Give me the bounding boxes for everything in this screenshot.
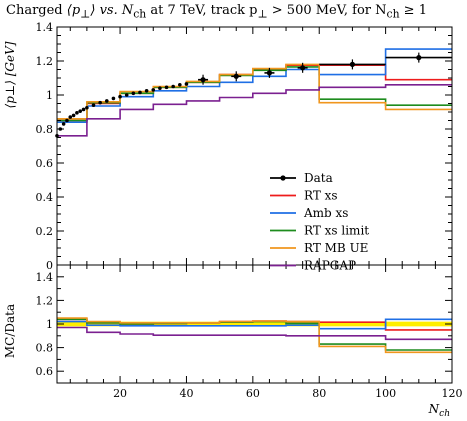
title-part: ⊥ — [257, 7, 268, 21]
data-point — [118, 94, 122, 99]
data-point — [75, 111, 79, 115]
data-point — [200, 77, 206, 83]
data-point — [233, 73, 239, 79]
chart-title: Charged ⟨p⊥⟩ vs. Nch at 7 TeV, track p⊥ … — [6, 3, 466, 21]
data-point — [124, 93, 129, 97]
x-tick-label: 60 — [246, 387, 260, 400]
legend-label: RT xs — [304, 189, 338, 203]
ratio-y-tick-label: 1.4 — [36, 271, 54, 284]
y-tick-label: 0.8 — [36, 123, 54, 136]
x-tick-label: 20 — [113, 387, 127, 400]
x-axis-label-sub: ch — [439, 409, 450, 419]
data-point — [158, 86, 162, 90]
ratio-y-axis-label: MC/Data — [3, 304, 17, 358]
ratio-line-amb-xs — [57, 318, 452, 330]
legend-label: RT xs limit — [304, 224, 369, 238]
main-panel-frame — [56, 26, 453, 266]
legend-label: RT MB UE — [304, 241, 368, 255]
data-point — [68, 115, 73, 119]
title-part: ⟨p — [66, 3, 81, 18]
title-part: > 500 MeV, for N — [267, 3, 387, 18]
x-tick-label: 100 — [375, 387, 396, 400]
x-tick-label: 40 — [179, 387, 193, 400]
title-part: ch — [386, 7, 400, 21]
data-point — [144, 88, 149, 93]
data-point — [151, 88, 156, 92]
y-axis-label: ⟨p⊥⟩ [GeV] — [3, 41, 17, 108]
series-line-rt-mb-ue — [57, 63, 452, 120]
data-point — [349, 61, 356, 67]
y-tick-label: 0 — [46, 259, 53, 272]
title-part: Charged — [6, 3, 67, 18]
data-point — [171, 84, 175, 89]
series-line-amb-xs — [57, 48, 452, 123]
data-point — [65, 118, 69, 123]
ratio-line-rapgap — [57, 326, 452, 341]
y-tick-label: 1.2 — [36, 55, 54, 68]
x-tick-label: 80 — [312, 387, 326, 400]
ratio-y-tick-label: 1 — [46, 318, 53, 331]
data-point — [85, 105, 89, 110]
title-part: ≥ 1 — [399, 3, 427, 18]
x-tick-label: 120 — [442, 387, 463, 400]
y-tick-label: 1 — [46, 89, 53, 102]
y-tick-label: 0.6 — [36, 157, 54, 170]
data-point — [78, 109, 83, 113]
data-point — [416, 55, 422, 61]
data-point — [91, 103, 96, 107]
data-point — [81, 107, 86, 112]
ratio-y-tick-label: 1.2 — [36, 294, 54, 307]
y-tick-label: 1.4 — [36, 21, 54, 34]
legend-marker-data — [280, 175, 286, 181]
title-part: ch — [133, 7, 147, 21]
title-part: ⊥ — [80, 7, 91, 21]
ratio-line-rt-mb-ue — [57, 317, 452, 354]
data-point — [98, 100, 102, 105]
data-point — [266, 70, 273, 76]
title-part: ⟩ vs. N — [90, 3, 134, 18]
ratio-y-tick-label: 0.8 — [36, 342, 54, 355]
ratio-data-band — [57, 321, 452, 327]
data-point — [178, 83, 182, 87]
data-point — [138, 90, 142, 95]
ratio-y-tick-label: 0.6 — [36, 365, 54, 378]
data-point — [164, 85, 169, 90]
data-point — [61, 122, 66, 126]
title-part: at 7 TeV, track p — [146, 3, 258, 18]
data-point — [131, 91, 136, 96]
x-axis-label-main: N — [428, 402, 440, 416]
data-point — [111, 96, 116, 101]
legend-label: Amb xs — [303, 206, 348, 220]
y-tick-label: 0.2 — [36, 225, 54, 238]
legend-label: RAPGAP — [304, 259, 356, 273]
data-point — [104, 99, 109, 103]
data-point — [184, 82, 189, 86]
data-point — [300, 65, 306, 71]
legend-label: Data — [304, 171, 333, 185]
data-point — [71, 113, 76, 118]
y-tick-label: 0.4 — [36, 191, 54, 204]
series-line-rapgap — [57, 84, 452, 137]
x-axis-label: Nch — [428, 402, 450, 419]
